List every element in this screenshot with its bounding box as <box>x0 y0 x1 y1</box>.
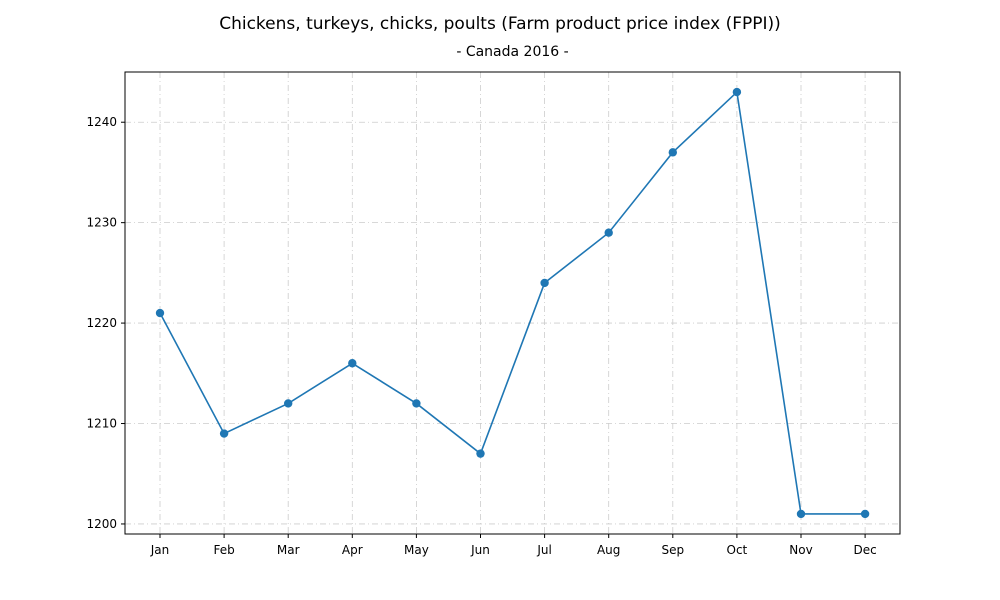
grid <box>125 72 900 534</box>
y-tick-label: 1240 <box>86 115 117 129</box>
y-tick-label: 1200 <box>86 517 117 531</box>
data-point <box>412 399 421 408</box>
data-point <box>540 278 549 288</box>
y-tick-label: 1230 <box>86 216 117 230</box>
data-point <box>284 399 293 408</box>
x-tick-label: Mar <box>277 543 300 557</box>
data-point <box>604 228 613 237</box>
x-tick-label: Dec <box>853 543 876 557</box>
axes: Jan Feb Mar Apr May Jun Jul Aug Sep Oct Nov Dec 1200… <box>86 115 876 557</box>
data-point <box>860 509 870 519</box>
data-point <box>796 509 806 519</box>
x-tick-label: Jan <box>150 543 170 557</box>
series <box>155 87 870 519</box>
data-point <box>476 449 485 458</box>
plot-area <box>124 71 901 535</box>
x-tick-label: Feb <box>213 543 234 557</box>
y-tick-label: 1220 <box>86 316 117 330</box>
x-tick-label: Nov <box>789 543 812 557</box>
x-tick-label: Jun <box>470 543 490 557</box>
x-tick-label: Jul <box>536 543 551 557</box>
data-point <box>155 308 165 318</box>
series-line <box>159 90 866 515</box>
chart-title: Chickens, turkeys, chicks, poults (Farm … <box>219 14 781 34</box>
chart-subtitle: - Canada 2016 - <box>456 44 569 60</box>
data-point <box>732 87 742 97</box>
x-tick-label: Aug <box>597 543 620 557</box>
x-tick-label: Apr <box>342 543 363 557</box>
y-tick-label: 1210 <box>86 417 117 431</box>
x-tick-label: Oct <box>727 543 748 557</box>
data-point <box>668 148 677 157</box>
data-point <box>219 429 229 438</box>
x-tick-label: Sep <box>661 543 684 557</box>
data-point <box>348 359 357 368</box>
x-tick-label: May <box>404 543 429 557</box>
